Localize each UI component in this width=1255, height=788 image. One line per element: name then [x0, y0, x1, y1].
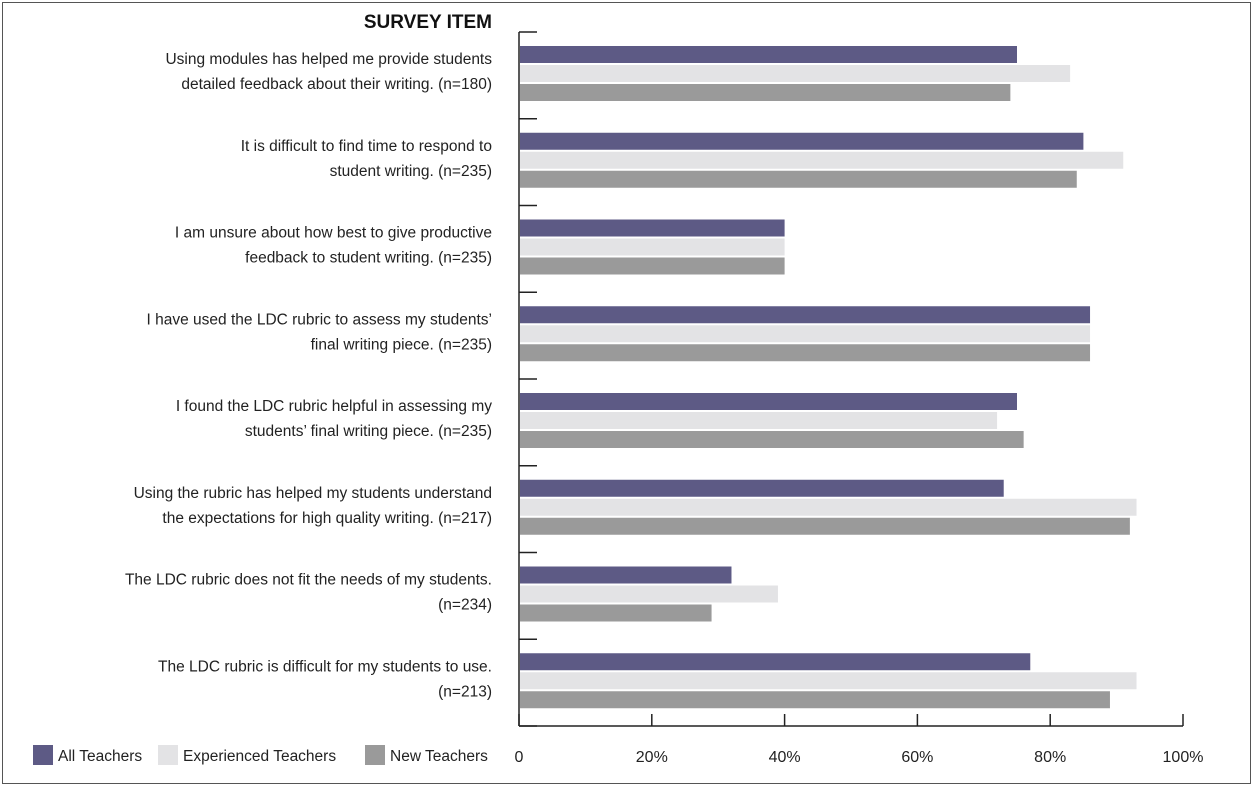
category-label: final writing piece. (n=235): [311, 336, 492, 353]
category-label: students’ final writing piece. (n=235): [245, 423, 492, 440]
legend-label: All Teachers: [58, 748, 142, 765]
bar: [520, 393, 1017, 410]
legend-label: New Teachers: [390, 748, 488, 765]
bar: [520, 691, 1110, 709]
chart-title: SURVEY ITEM: [364, 12, 492, 33]
category-label: I have used the LDC rubric to assess my …: [147, 311, 492, 328]
category-label: (n=213): [438, 683, 492, 700]
legend-swatch: [33, 745, 53, 765]
x-tick-label: 60%: [901, 749, 933, 766]
bar: [520, 84, 1011, 101]
bar: [520, 498, 1137, 516]
legend-swatch: [158, 745, 178, 765]
category-label: student writing. (n=235): [330, 163, 492, 180]
axes: [518, 31, 1184, 727]
x-tick-labels: 0 20% 40% 60% 80% 100%: [515, 749, 1204, 766]
legend: All Teachers Experienced Teachers New Teac…: [33, 745, 488, 765]
bars: [520, 46, 1137, 709]
category-label: I am unsure about how best to give produ…: [175, 225, 492, 242]
bar: [520, 325, 1091, 343]
bar: [520, 151, 1124, 169]
bar: [520, 653, 1031, 671]
category-label: Using modules has helped me provide stud…: [165, 51, 492, 68]
bar: [520, 306, 1091, 324]
x-tick-label: 40%: [769, 749, 801, 766]
bar: [520, 604, 712, 622]
bar: [520, 517, 1130, 535]
legend-label: Experienced Teachers: [183, 748, 336, 765]
category-label: I found the LDC rubric helpful in assess…: [176, 398, 492, 415]
category-label: The LDC rubric is difficult for my stude…: [158, 658, 492, 675]
bar: [520, 344, 1091, 362]
bar: [520, 479, 1004, 497]
category-label: It is difficult to find time to respond …: [241, 138, 492, 155]
x-tick-label: 100%: [1163, 749, 1204, 766]
category-label: the expectations for high quality writin…: [162, 510, 492, 527]
bar: [520, 412, 998, 429]
bar: [520, 566, 732, 584]
category-labels: Using modules has helped me provide stud…: [125, 51, 492, 700]
category-label: The LDC rubric does not fit the needs of…: [125, 572, 492, 589]
x-tick-label: 0: [515, 749, 524, 766]
bar: [520, 238, 785, 256]
x-tick-label: 80%: [1034, 749, 1066, 766]
category-label: feedback to student writing. (n=235): [245, 250, 492, 267]
category-label: (n=234): [438, 597, 492, 614]
bar: [520, 257, 785, 275]
bar: [520, 65, 1071, 82]
bar: [520, 219, 785, 237]
bar: [520, 431, 1024, 448]
bar: [520, 132, 1084, 150]
category-label: detailed feedback about their writing. (…: [181, 76, 492, 93]
bar: [520, 585, 778, 603]
category-label: Using the rubric has helped my students …: [134, 485, 492, 502]
bar: [520, 672, 1137, 690]
legend-swatch: [365, 745, 385, 765]
bar: [520, 46, 1017, 63]
bar: [520, 170, 1077, 188]
x-tick-label: 20%: [636, 749, 668, 766]
